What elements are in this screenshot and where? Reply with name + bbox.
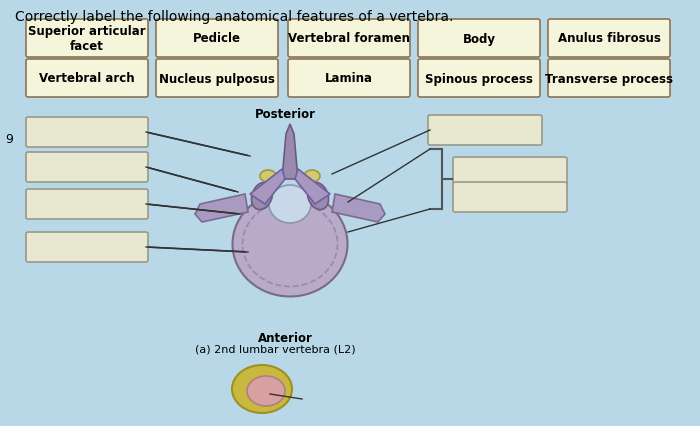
Polygon shape (332, 195, 385, 222)
FancyBboxPatch shape (288, 20, 410, 58)
Text: Vertebral foramen: Vertebral foramen (288, 32, 410, 46)
Polygon shape (250, 170, 285, 204)
Text: Transverse process: Transverse process (545, 72, 673, 85)
Text: Lamina: Lamina (325, 72, 373, 85)
FancyBboxPatch shape (418, 60, 540, 98)
Ellipse shape (269, 186, 311, 224)
Ellipse shape (247, 376, 285, 406)
FancyBboxPatch shape (26, 60, 148, 98)
Text: Pedicle: Pedicle (193, 32, 241, 46)
FancyBboxPatch shape (288, 60, 410, 98)
Ellipse shape (232, 192, 347, 297)
FancyBboxPatch shape (418, 20, 540, 58)
Polygon shape (282, 125, 298, 180)
Ellipse shape (251, 183, 272, 210)
Text: Anterior: Anterior (258, 331, 312, 344)
FancyBboxPatch shape (26, 20, 148, 58)
Text: Nucleus pulposus: Nucleus pulposus (159, 72, 275, 85)
FancyBboxPatch shape (453, 183, 567, 213)
Text: Spinous process: Spinous process (425, 72, 533, 85)
Text: Anulus fibrosus: Anulus fibrosus (558, 32, 660, 46)
FancyBboxPatch shape (26, 233, 148, 262)
Text: Correctly label the following anatomical features of a vertebra.: Correctly label the following anatomical… (15, 10, 454, 24)
FancyBboxPatch shape (453, 158, 567, 187)
FancyBboxPatch shape (548, 60, 670, 98)
FancyBboxPatch shape (26, 118, 148, 148)
Text: Posterior: Posterior (255, 108, 316, 121)
Polygon shape (195, 195, 248, 222)
Ellipse shape (232, 365, 292, 413)
Text: Superior articular
facet: Superior articular facet (28, 25, 146, 53)
Ellipse shape (304, 170, 320, 183)
FancyBboxPatch shape (156, 60, 278, 98)
Text: (a) 2nd lumbar vertebra (L2): (a) 2nd lumbar vertebra (L2) (195, 344, 356, 354)
FancyBboxPatch shape (26, 190, 148, 219)
Text: 9: 9 (5, 133, 13, 146)
Polygon shape (295, 170, 330, 204)
FancyBboxPatch shape (428, 116, 542, 146)
Ellipse shape (307, 183, 328, 210)
FancyBboxPatch shape (26, 153, 148, 183)
Text: Vertebral arch: Vertebral arch (39, 72, 135, 85)
FancyBboxPatch shape (548, 20, 670, 58)
FancyBboxPatch shape (156, 20, 278, 58)
Text: Body: Body (463, 32, 496, 46)
Ellipse shape (260, 170, 276, 183)
